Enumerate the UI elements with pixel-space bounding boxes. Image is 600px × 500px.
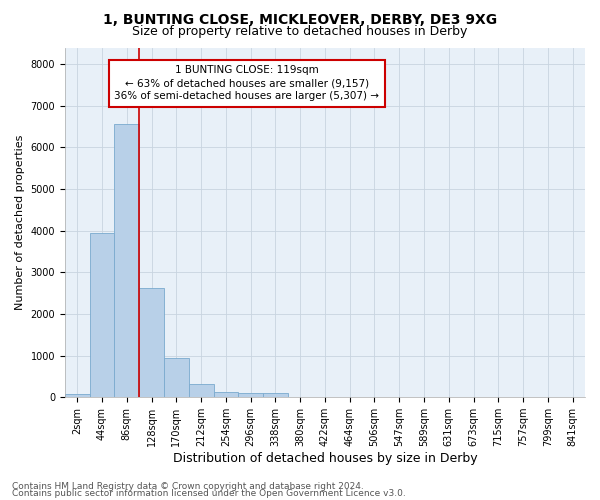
- Bar: [65, 394, 89, 397]
- Bar: [189, 384, 214, 397]
- X-axis label: Distribution of detached houses by size in Derby: Distribution of detached houses by size …: [173, 452, 477, 465]
- Bar: [115, 124, 139, 397]
- Bar: [139, 288, 164, 397]
- Bar: [214, 392, 238, 397]
- Bar: [238, 392, 263, 397]
- Bar: [89, 233, 115, 397]
- Text: 1 BUNTING CLOSE: 119sqm
← 63% of detached houses are smaller (9,157)
36% of semi: 1 BUNTING CLOSE: 119sqm ← 63% of detache…: [115, 65, 379, 102]
- Text: Contains HM Land Registry data © Crown copyright and database right 2024.: Contains HM Land Registry data © Crown c…: [12, 482, 364, 491]
- Bar: [263, 394, 288, 397]
- Text: Contains public sector information licensed under the Open Government Licence v3: Contains public sector information licen…: [12, 490, 406, 498]
- Text: Size of property relative to detached houses in Derby: Size of property relative to detached ho…: [133, 25, 467, 38]
- Bar: [164, 358, 189, 397]
- Text: 1, BUNTING CLOSE, MICKLEOVER, DERBY, DE3 9XG: 1, BUNTING CLOSE, MICKLEOVER, DERBY, DE3…: [103, 12, 497, 26]
- Y-axis label: Number of detached properties: Number of detached properties: [15, 134, 25, 310]
